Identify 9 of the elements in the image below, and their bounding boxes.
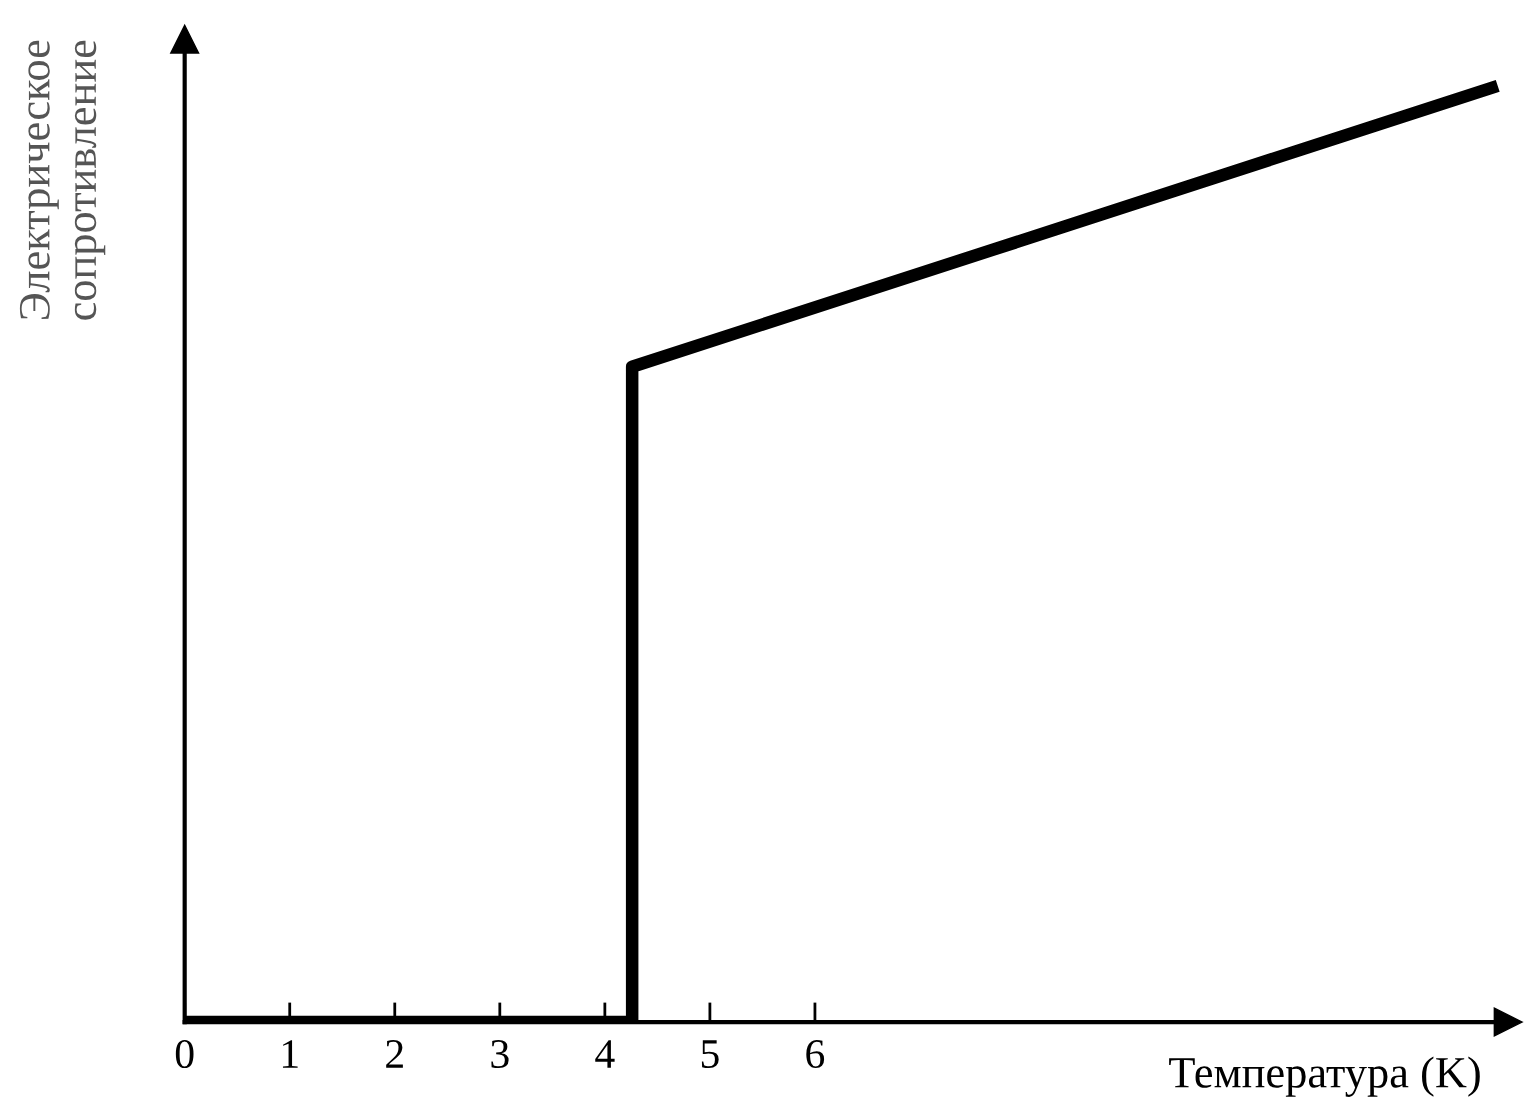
x-tick-label: 4: [595, 1040, 615, 1068]
x-tick-label: 1: [282, 1040, 298, 1068]
x-tick-label: 5: [701, 1040, 719, 1069]
x-tick-label: 3: [491, 1040, 509, 1069]
x-tick-label: 0: [175, 1039, 194, 1069]
x-axis-title: Температура (K): [1169, 1056, 1480, 1097]
x-tick-label: 6: [806, 1040, 825, 1069]
y-axis-title: Электрическое сопротивление: [19, 40, 106, 320]
x-tick-label: 2: [386, 1040, 403, 1068]
